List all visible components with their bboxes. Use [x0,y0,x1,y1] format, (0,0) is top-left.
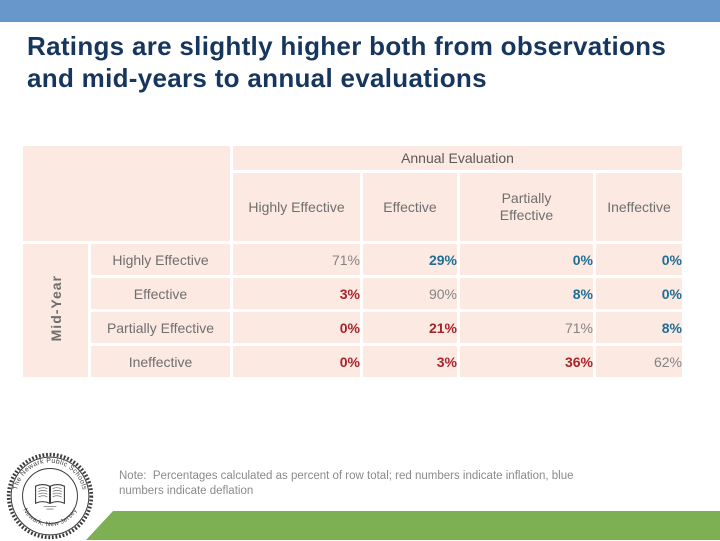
table-corner-cell [23,146,230,241]
value-cell: 8% [596,312,682,343]
value-cell: 29% [363,244,457,275]
row-label-effective: Effective [91,278,230,309]
newark-public-schools-seal-icon: The Newark Public Schools Newark, New Je… [6,452,94,540]
midyear-axis-label: Mid-Year [47,274,64,342]
table-row: Effective 3% 90% 8% 0% [23,278,682,309]
value-cell: 36% [460,346,593,377]
value-cell: 3% [233,278,360,309]
value-cell: 0% [233,312,360,343]
slide-title: Ratings are slightly higher both from ob… [27,31,667,93]
bottom-accent-bar [86,511,720,540]
value-cell: 71% [233,244,360,275]
column-header-ineffective: Ineffective [596,173,682,241]
open-book-icon [35,483,65,505]
value-cell: 8% [460,278,593,309]
footnote: Note: Percentages calculated as percent … [119,470,577,497]
value-cell: 71% [460,312,593,343]
value-cell: 3% [363,346,457,377]
value-cell: 0% [460,244,593,275]
table-row: Ineffective 0% 3% 36% 62% [23,346,682,377]
value-cell: 0% [596,244,682,275]
row-label-partially-effective: Partially Effective [91,312,230,343]
table-row: Mid-Year Highly Effective 71% 29% 0% 0% [23,244,682,377]
midyear-axis-label-cell: Mid-Year [23,244,88,377]
row-label-ineffective: Ineffective [91,346,230,377]
table-row: Partially Effective 0% 21% 71% 8% [23,312,682,343]
column-header-effective: Effective [363,173,457,241]
value-cell: 90% [363,278,457,309]
evaluation-crosstab-table: Annual Evaluation Highly Effective Effec… [20,143,685,380]
column-header-partially-effective: Partially Effective [460,173,593,241]
column-header-highly-effective: Highly Effective [233,173,360,241]
value-cell: 0% [596,278,682,309]
value-cell: 62% [596,346,682,377]
value-cell: 0% [233,346,360,377]
row-label-highly-effective: Highly Effective [91,244,230,275]
value-cell: 21% [363,312,457,343]
annual-evaluation-group-header: Annual Evaluation [233,146,682,170]
top-accent-bar [0,0,720,22]
